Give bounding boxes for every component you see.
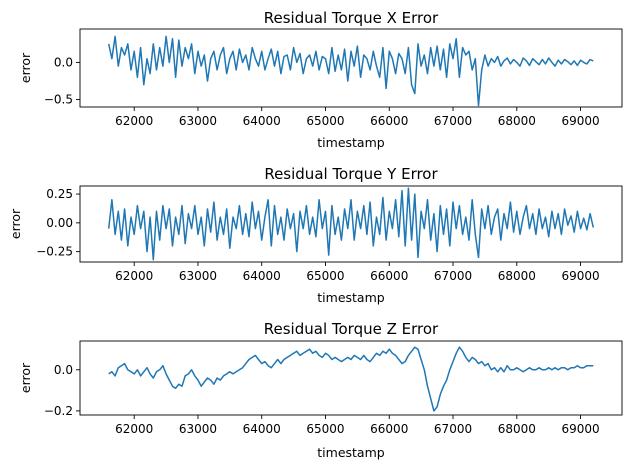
x-tick-label: 65000 — [306, 114, 344, 128]
x-tick-label: 63000 — [179, 269, 217, 283]
x-tick-label: 67000 — [434, 422, 472, 436]
y-tick-label: 0.0 — [54, 363, 73, 377]
x-tick-label: 62000 — [115, 114, 153, 128]
x-tick-label: 63000 — [179, 114, 217, 128]
x-tick-label: 62000 — [115, 269, 153, 283]
plot-area — [107, 35, 594, 107]
x-axis-label: timestamp — [317, 445, 384, 460]
axes-frame — [79, 185, 623, 263]
subplot-torque-x: Residual Torque X Error timestamp error … — [18, 9, 623, 150]
series-line-error — [107, 35, 594, 107]
x-tick-label: 65000 — [306, 269, 344, 283]
x-tick-label: 68000 — [498, 114, 536, 128]
x-tick-label: 67000 — [434, 114, 472, 128]
y-tick-label: −0.25 — [36, 245, 73, 259]
x-tick-label: 69000 — [561, 269, 599, 283]
x-tick-label: 69000 — [561, 422, 599, 436]
plot-area — [107, 187, 595, 261]
x-tick-label: 66000 — [370, 422, 408, 436]
x-tick-label: 62000 — [115, 422, 153, 436]
subplot-torque-y: Residual Torque Y Error timestamp error … — [8, 165, 623, 305]
x-tick-label: 63000 — [179, 422, 217, 436]
x-axis-label: timestamp — [317, 290, 384, 305]
x-tick-label: 64000 — [243, 269, 281, 283]
y-tick-label: −0.5 — [44, 93, 73, 107]
x-tick-label: 65000 — [306, 422, 344, 436]
subplot-title: Residual Torque Y Error — [264, 165, 438, 183]
subplot-torque-z: Residual Torque Z Error timestamp error … — [18, 320, 623, 460]
x-tick-label: 64000 — [243, 114, 281, 128]
series-line-error — [107, 187, 595, 261]
series-line-error — [108, 346, 594, 412]
x-tick-label: 68000 — [498, 422, 536, 436]
y-tick-label: 0.0 — [54, 55, 73, 69]
y-axis-label: error — [18, 52, 33, 83]
x-tick-label: 67000 — [434, 269, 472, 283]
subplot-title: Residual Torque Z Error — [264, 320, 439, 338]
x-axis-label: timestamp — [317, 135, 384, 150]
x-tick-label: 66000 — [370, 114, 408, 128]
x-tick-label: 68000 — [498, 269, 536, 283]
y-tick-label: 0.25 — [46, 187, 73, 201]
y-tick-label: 0.00 — [46, 216, 73, 230]
x-tick-label: 64000 — [243, 422, 281, 436]
subplot-title: Residual Torque X Error — [264, 9, 439, 27]
y-axis-label: error — [18, 362, 33, 393]
y-axis-label: error — [8, 208, 23, 239]
y-tick-label: −0.2 — [44, 404, 73, 418]
x-tick-label: 69000 — [561, 114, 599, 128]
plot-area — [108, 346, 594, 412]
axes-frame — [79, 28, 623, 108]
axes-frame — [79, 340, 623, 416]
x-tick-label: 66000 — [370, 269, 408, 283]
